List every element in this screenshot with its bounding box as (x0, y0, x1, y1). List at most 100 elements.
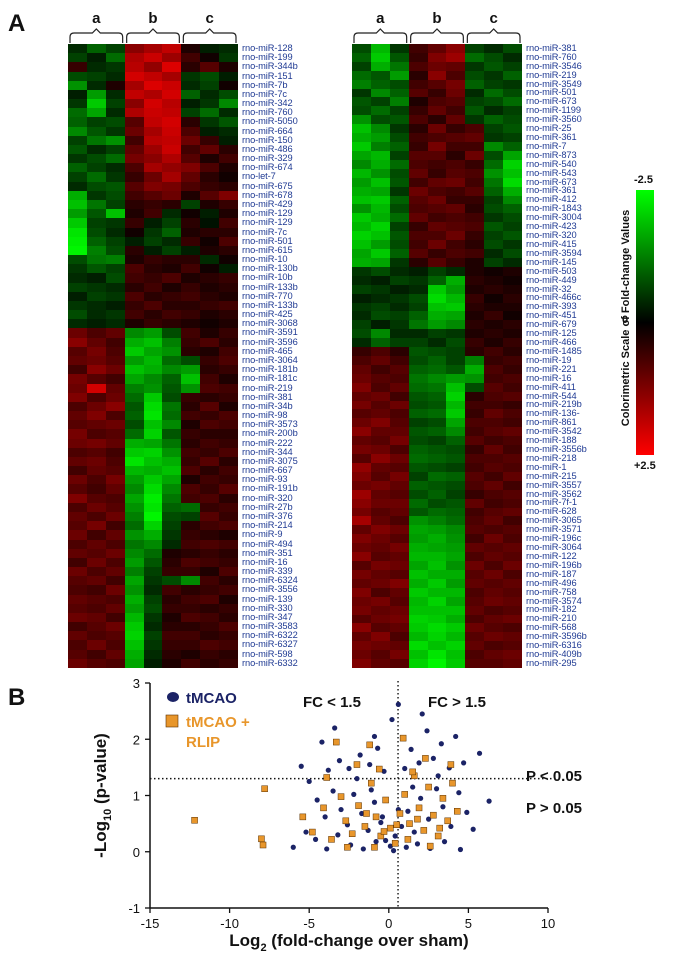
heatmap-cell (370, 88, 390, 98)
heatmap-cell (105, 144, 125, 155)
heatmap-cell (370, 454, 390, 463)
row-label: rno-miR-449 (526, 274, 577, 285)
heatmap-cell (181, 209, 201, 219)
heatmap-cell (370, 445, 390, 455)
row-label: rno-miR-1199 (526, 105, 581, 116)
heatmap-cell (124, 80, 144, 90)
heatmap-cell (219, 172, 238, 182)
heatmap-cell (484, 231, 504, 241)
x-tick-label: 0 (385, 916, 392, 931)
heatmap-cell (389, 266, 409, 276)
heatmap-cell (86, 310, 106, 320)
heatmap-cell (484, 257, 504, 267)
heatmap-cell (124, 154, 144, 164)
heatmap-cell (446, 587, 466, 597)
heatmap-cell (370, 382, 390, 392)
heatmap-cell (427, 471, 447, 481)
heatmap-cell (352, 240, 371, 250)
heatmap-cell (446, 79, 466, 89)
data-point-tmcao-rlip (439, 795, 447, 802)
row-label: rno-miR-3594 (526, 247, 582, 258)
heatmap-cell (181, 512, 201, 522)
heatmap-cell (105, 576, 125, 586)
heatmap-cell (427, 204, 447, 214)
heatmap-cell (86, 227, 106, 237)
heatmap-cell (200, 484, 220, 494)
heatmap-cell (68, 466, 87, 476)
heatmap-cell (389, 427, 409, 437)
heatmap-cell (408, 498, 428, 508)
heatmap-cell (503, 409, 522, 419)
heatmap-cell (484, 177, 504, 187)
heatmap-cell (352, 445, 371, 455)
heatmap-cell (352, 150, 371, 160)
heatmap-cell (162, 466, 182, 476)
data-point-tmcao (367, 761, 373, 768)
colorbar-title: Colorimetric Scale of Fold-change Values (620, 209, 632, 427)
row-label: rno-miR-486 (242, 143, 293, 154)
heatmap-cell (389, 222, 409, 232)
heatmap-cell (446, 106, 466, 116)
heatmap-cell (181, 447, 201, 457)
heatmap-cell (370, 516, 390, 526)
heatmap-cell (68, 456, 87, 467)
heatmap-cell (503, 302, 522, 312)
heatmap-cell (200, 493, 220, 503)
heatmap-cell (181, 89, 201, 100)
heatmap-cell (68, 622, 87, 632)
heatmap-cell (219, 53, 238, 63)
heatmap-cell (370, 249, 390, 258)
row-label: rno-miR-3573 (242, 419, 298, 430)
data-point-tmcao (303, 829, 309, 835)
heatmap-cell (143, 135, 163, 145)
heatmap-cell (124, 53, 144, 63)
heatmap-cell (503, 61, 522, 71)
heatmap-cell (200, 649, 220, 659)
heatmap-cell (124, 310, 144, 320)
row-label: rno-miR-329 (242, 153, 293, 164)
heatmap-cell (86, 640, 106, 650)
p-low-annotation: P < 0.05 (526, 768, 582, 785)
heatmap-cell (200, 200, 220, 210)
heatmap-cell (484, 569, 504, 579)
heatmap-cell (446, 480, 466, 490)
heatmap-cell (503, 213, 522, 223)
heatmap-cell (427, 578, 447, 588)
heatmap-cell (68, 154, 87, 164)
heatmap-cell (408, 338, 428, 348)
heatmap-cell (427, 88, 447, 98)
heatmap-cell (162, 80, 182, 90)
heatmap-cell (200, 99, 220, 109)
heatmap-cell (86, 456, 106, 467)
heatmap-cell (162, 475, 182, 485)
data-point-tmcao-rlip (337, 793, 345, 800)
heatmap-cell (446, 454, 466, 463)
data-point-tmcao (344, 822, 351, 828)
heatmap-cell (389, 61, 409, 71)
heatmap-cell (465, 659, 485, 668)
heatmap-cell (143, 236, 163, 246)
heatmap-cell (427, 587, 447, 597)
row-label: rno-miR-667 (242, 465, 293, 476)
heatmap-cell (200, 126, 220, 136)
heatmap-cell (162, 245, 182, 256)
heatmap-cell (408, 516, 428, 526)
heatmap-cell (484, 293, 504, 303)
heatmap-cell (465, 195, 485, 205)
heatmap-cell (503, 159, 522, 169)
heatmap-cell (465, 471, 485, 481)
heatmap-cell (68, 392, 87, 402)
heatmap-cell (143, 383, 163, 393)
heatmap-cell (389, 534, 409, 544)
heatmap-cell (503, 338, 522, 348)
heatmap-cell (105, 383, 125, 393)
heatmap-cell (408, 222, 428, 232)
heatmap-cell (200, 356, 220, 366)
heatmap-cell (124, 411, 144, 421)
heatmap-cell (408, 543, 428, 553)
heatmap-cell (352, 454, 371, 463)
heatmap-cell (465, 614, 485, 624)
heatmap-cell (446, 355, 466, 365)
heatmap-cell (503, 569, 522, 579)
row-label: rno-miR-19 (526, 354, 572, 365)
